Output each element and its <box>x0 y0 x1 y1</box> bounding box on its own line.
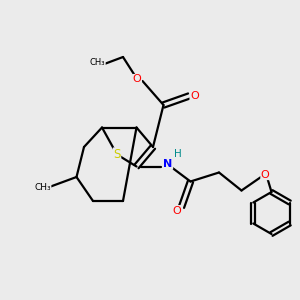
Text: O: O <box>190 91 199 101</box>
Text: CH₃: CH₃ <box>90 58 105 67</box>
Text: O: O <box>133 74 142 85</box>
Text: CH₃: CH₃ <box>34 183 51 192</box>
Text: O: O <box>172 206 182 216</box>
Text: H: H <box>174 149 182 159</box>
Text: O: O <box>261 169 270 180</box>
Text: S: S <box>113 148 121 161</box>
Text: N: N <box>164 159 172 169</box>
